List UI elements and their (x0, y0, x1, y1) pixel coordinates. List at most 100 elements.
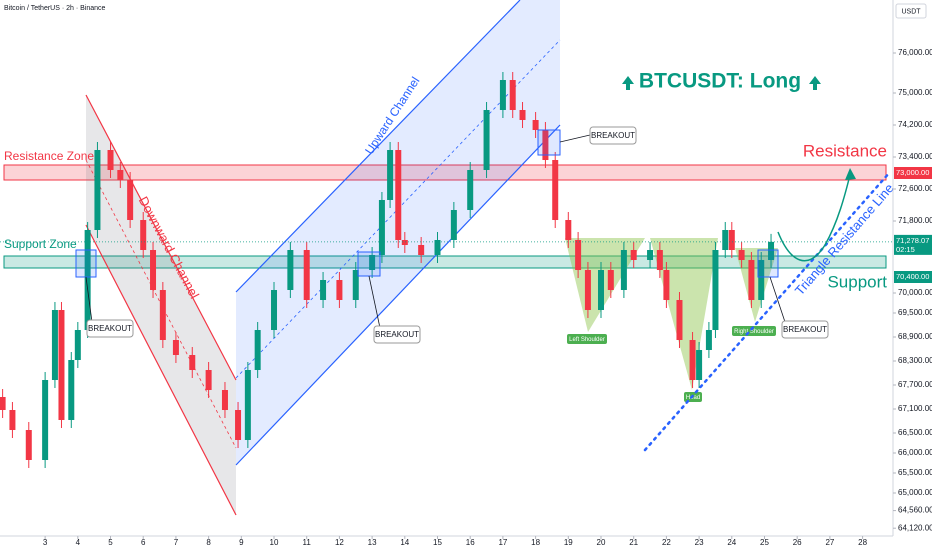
symbol-header: Bitcoin / TetherUS · 2h · Binance (4, 5, 106, 12)
x-tick-label: 16 (466, 538, 475, 547)
candle-body (42, 380, 49, 460)
breakout-box (75, 249, 97, 278)
candle-body (401, 240, 408, 245)
candle-body (758, 260, 765, 300)
tag-box (732, 326, 776, 336)
breakout-label: BREAKOUT (781, 320, 829, 339)
last-price-label: 71,278.07 (896, 236, 929, 245)
upward-channel-line (235, 124, 561, 466)
candle-body (235, 410, 242, 440)
breakout-text: BREAKOUT (375, 330, 419, 339)
candle-body (189, 355, 196, 370)
x-tick-label: 25 (760, 538, 769, 547)
candle-body (607, 270, 614, 290)
y-tick-label: 74,200.00 (898, 120, 932, 129)
x-tick-label: 7 (174, 538, 179, 547)
candle-body (107, 150, 114, 170)
left-shoulder-label: Left Shoulder (569, 337, 605, 343)
x-tick-label: 8 (206, 538, 211, 547)
x-tick-label: 22 (662, 538, 671, 547)
candle-body (676, 300, 683, 340)
candle-body (620, 250, 627, 290)
candle-body (172, 340, 179, 355)
price-tag-label: 73,000.00 (896, 168, 929, 177)
x-tick-label: 14 (400, 538, 409, 547)
support-zone-label: Support Zone (4, 237, 77, 251)
candle-body (140, 220, 147, 250)
candle-body (598, 270, 605, 310)
candle-body (519, 110, 526, 120)
y-tick-label: 65,500.00 (898, 468, 932, 477)
breakout-text: BREAKOUT (88, 324, 132, 333)
x-tick-label: 4 (76, 538, 81, 547)
x-tick-label: 19 (564, 538, 573, 547)
last-price-tag (894, 234, 932, 255)
x-tick-label: 15 (433, 538, 442, 547)
breakout-box (537, 129, 561, 156)
candle-body (0, 397, 6, 410)
candle-body (94, 150, 101, 230)
x-tick-label: 9 (239, 538, 244, 547)
candle-body (25, 430, 32, 460)
candle-body (499, 80, 506, 110)
x-tick-label: 21 (629, 538, 638, 547)
candle-body (584, 270, 591, 310)
connector (769, 276, 786, 323)
price-tag-label: 70,400.00 (896, 272, 929, 281)
candle-body (395, 150, 402, 240)
downward-channel-line (85, 224, 237, 516)
candle-body (542, 130, 549, 160)
x-tick-label: 13 (368, 538, 377, 547)
candle-body (127, 180, 134, 220)
y-tick-label: 75,000.00 (898, 88, 932, 97)
candle-body (378, 200, 385, 255)
x-tick-label: 17 (498, 538, 507, 547)
candle-body (748, 260, 755, 300)
candle-body (150, 250, 157, 290)
candle-body (369, 255, 376, 270)
y-tick-label: 64,120.00 (898, 523, 932, 532)
candle-body (467, 170, 474, 210)
candle-body (352, 270, 359, 300)
y-tick-label: 69,500.00 (898, 308, 932, 317)
y-tick-label: 66,500.00 (898, 428, 932, 437)
x-tick-label: 10 (270, 538, 279, 547)
tag-box (567, 334, 607, 344)
candle-body (271, 290, 278, 330)
candles (0, 72, 893, 468)
x-tick-label: 27 (825, 538, 834, 547)
resistance-zone-label: Resistance Zone (4, 149, 94, 163)
candle-body (663, 270, 670, 300)
y-tick-label: 68,900.00 (898, 332, 932, 341)
candle-body (689, 340, 696, 380)
chart-title: BTCUSDT: Long (639, 70, 801, 93)
triangle-resistance-line (643, 170, 892, 452)
candle-body (565, 220, 572, 240)
candle-body (575, 240, 582, 270)
candle-body (68, 360, 75, 420)
candle-body (58, 310, 65, 420)
support-label: Support (827, 272, 887, 291)
support-zone-box (3, 255, 887, 269)
axis-layer: 76,000.00 75,000.00 74,200.00 73,400.00 72,6… (43, 48, 932, 547)
candle-body (728, 230, 735, 250)
candle-body (647, 250, 654, 260)
resistance-label: Resistance (803, 141, 887, 160)
breakout-text: BREAKOUT (783, 325, 827, 334)
connector (85, 276, 93, 323)
y-tick-label: 71,800.00 (898, 216, 932, 225)
candle-body (74, 330, 81, 360)
projection-path (777, 174, 851, 262)
y-tick-label: 73,400.00 (898, 152, 932, 161)
candle-body (303, 250, 310, 300)
candle-body (450, 210, 457, 240)
breakout-text: BREAKOUT (591, 131, 635, 140)
x-tick-label: 28 (858, 538, 867, 547)
candle-body (336, 280, 343, 300)
up-icon (809, 76, 821, 90)
x-tick-label: 11 (303, 538, 312, 547)
countdown-label: 02:15 (896, 245, 915, 254)
x-tick-label: 18 (531, 538, 540, 547)
candle-body (117, 170, 124, 180)
